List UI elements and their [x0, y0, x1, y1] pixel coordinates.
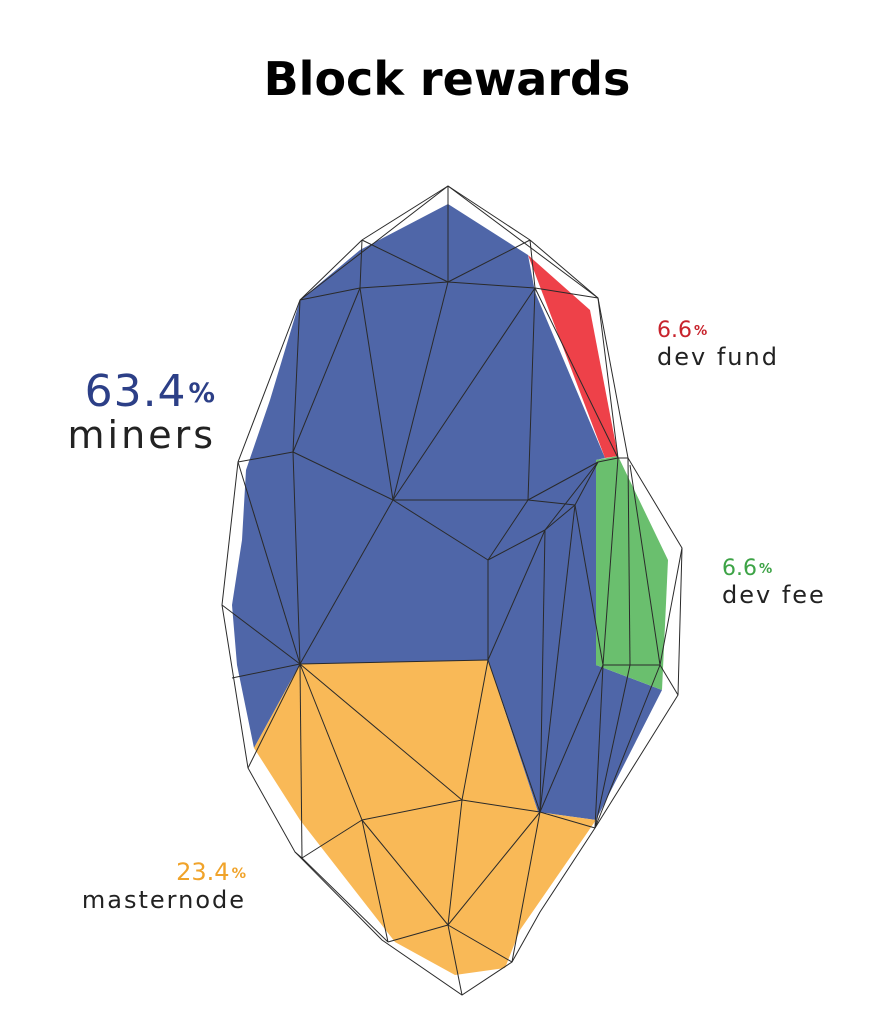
mesh-edge — [539, 504, 576, 813]
mesh-edge — [447, 239, 531, 283]
mesh-edge — [544, 504, 576, 531]
mesh-edge — [237, 461, 301, 665]
mesh-edge — [301, 819, 363, 859]
mesh-edge — [361, 185, 449, 241]
mesh-edge — [597, 457, 619, 463]
masternode-percent-sign: % — [231, 865, 246, 882]
mesh-edge — [231, 663, 301, 679]
slice-masternode — [254, 660, 596, 975]
mesh-edge — [539, 811, 596, 829]
slice-fills — [232, 204, 668, 975]
chart-title: Block rewards — [263, 52, 631, 106]
mesh-edge — [292, 451, 301, 665]
mesh-edge — [299, 499, 394, 665]
miners-name: miners — [67, 413, 216, 457]
mesh-edge — [539, 529, 546, 813]
mesh-edge — [527, 461, 599, 501]
miners-percent-value: 63.4 — [84, 366, 187, 417]
miners-percent: 63.4% — [68, 366, 216, 417]
mesh-edge — [534, 287, 619, 459]
dev-fee-name: dev fee — [722, 581, 826, 609]
dev-fund-percent-sign: % — [694, 324, 708, 340]
mesh-edge — [594, 664, 631, 829]
mesh-edge — [299, 663, 463, 801]
label-dev-fee: 6.6% dev fee — [722, 556, 826, 609]
dev-fee-percent-sign: % — [759, 562, 773, 578]
mesh-edge — [392, 281, 449, 501]
mesh-edge — [461, 799, 541, 813]
mesh-edge — [629, 464, 661, 666]
mesh-edge — [534, 287, 599, 299]
mesh-edge — [299, 663, 303, 859]
wireframe-mesh — [221, 185, 683, 996]
mesh-edge — [487, 529, 546, 661]
mesh-edge — [447, 185, 531, 241]
mesh-edge — [594, 664, 661, 829]
mesh-edge — [527, 499, 576, 506]
dev-fee-percent: 6.6% — [722, 556, 826, 581]
mesh-edge — [461, 659, 489, 801]
dev-fund-name: dev fund — [657, 343, 779, 371]
slice-dev-fee — [596, 456, 668, 690]
mesh-edge — [359, 239, 363, 289]
mesh-edge — [294, 851, 303, 859]
label-masternode: 23.4% masternode — [82, 858, 246, 914]
mesh-edge — [597, 297, 619, 459]
mesh-edge — [659, 664, 679, 696]
mesh-edge — [361, 239, 449, 283]
mesh-edge — [387, 924, 449, 943]
slice-miners — [232, 204, 662, 820]
mesh-edge — [487, 499, 529, 561]
masternode-percent: 23.4% — [82, 858, 246, 886]
mesh-edge — [359, 287, 394, 501]
mesh-edge — [447, 924, 513, 963]
masternode-percent-value: 23.4 — [176, 858, 230, 886]
mesh-edge — [574, 461, 599, 506]
mesh-edge — [292, 287, 361, 453]
mesh-edge — [299, 287, 361, 301]
mesh-edge — [447, 281, 536, 289]
slice-dev-fund — [528, 255, 618, 458]
outer-hull — [221, 185, 683, 996]
mesh-edge — [361, 799, 463, 821]
mesh-edge — [301, 857, 389, 943]
mesh-edge — [447, 924, 463, 996]
mesh-edge — [299, 663, 363, 821]
mesh-edge — [247, 663, 301, 769]
miners-percent-sign: % — [188, 378, 216, 410]
masternode-name: masternode — [81, 886, 246, 914]
mesh-edge — [447, 799, 463, 926]
mesh-edge — [487, 529, 546, 561]
mesh-edge — [237, 451, 294, 463]
mesh-edge — [292, 299, 301, 453]
mesh-edge — [539, 664, 604, 813]
mesh-edge — [361, 819, 389, 943]
mesh-edge — [544, 461, 599, 531]
dev-fee-percent-value: 6.6 — [722, 556, 757, 581]
mesh-edge — [221, 604, 301, 665]
label-miners: 63.4% miners — [68, 366, 216, 457]
mesh-edge — [529, 239, 599, 299]
mesh-edge — [487, 659, 541, 813]
mesh-edge — [594, 664, 604, 829]
mesh-edge — [529, 239, 536, 289]
mesh-edge — [299, 659, 489, 665]
mesh-edge — [392, 287, 536, 501]
mesh-edge — [447, 811, 541, 926]
dev-fund-percent-value: 6.6 — [657, 318, 692, 343]
mesh-edge — [292, 451, 394, 501]
mesh-edge — [659, 547, 683, 666]
mesh-edge — [602, 457, 619, 666]
mesh-edge — [511, 811, 541, 963]
mesh-edge — [299, 239, 363, 301]
mesh-edge — [574, 504, 604, 666]
label-dev-fund: 6.6% dev fund — [657, 318, 779, 371]
mesh-edge — [527, 287, 536, 501]
dev-fund-percent: 6.6% — [657, 318, 779, 343]
mesh-edge — [627, 457, 631, 666]
mesh-edge — [361, 819, 449, 926]
mesh-edge — [392, 499, 489, 561]
mesh-edge — [359, 281, 449, 289]
